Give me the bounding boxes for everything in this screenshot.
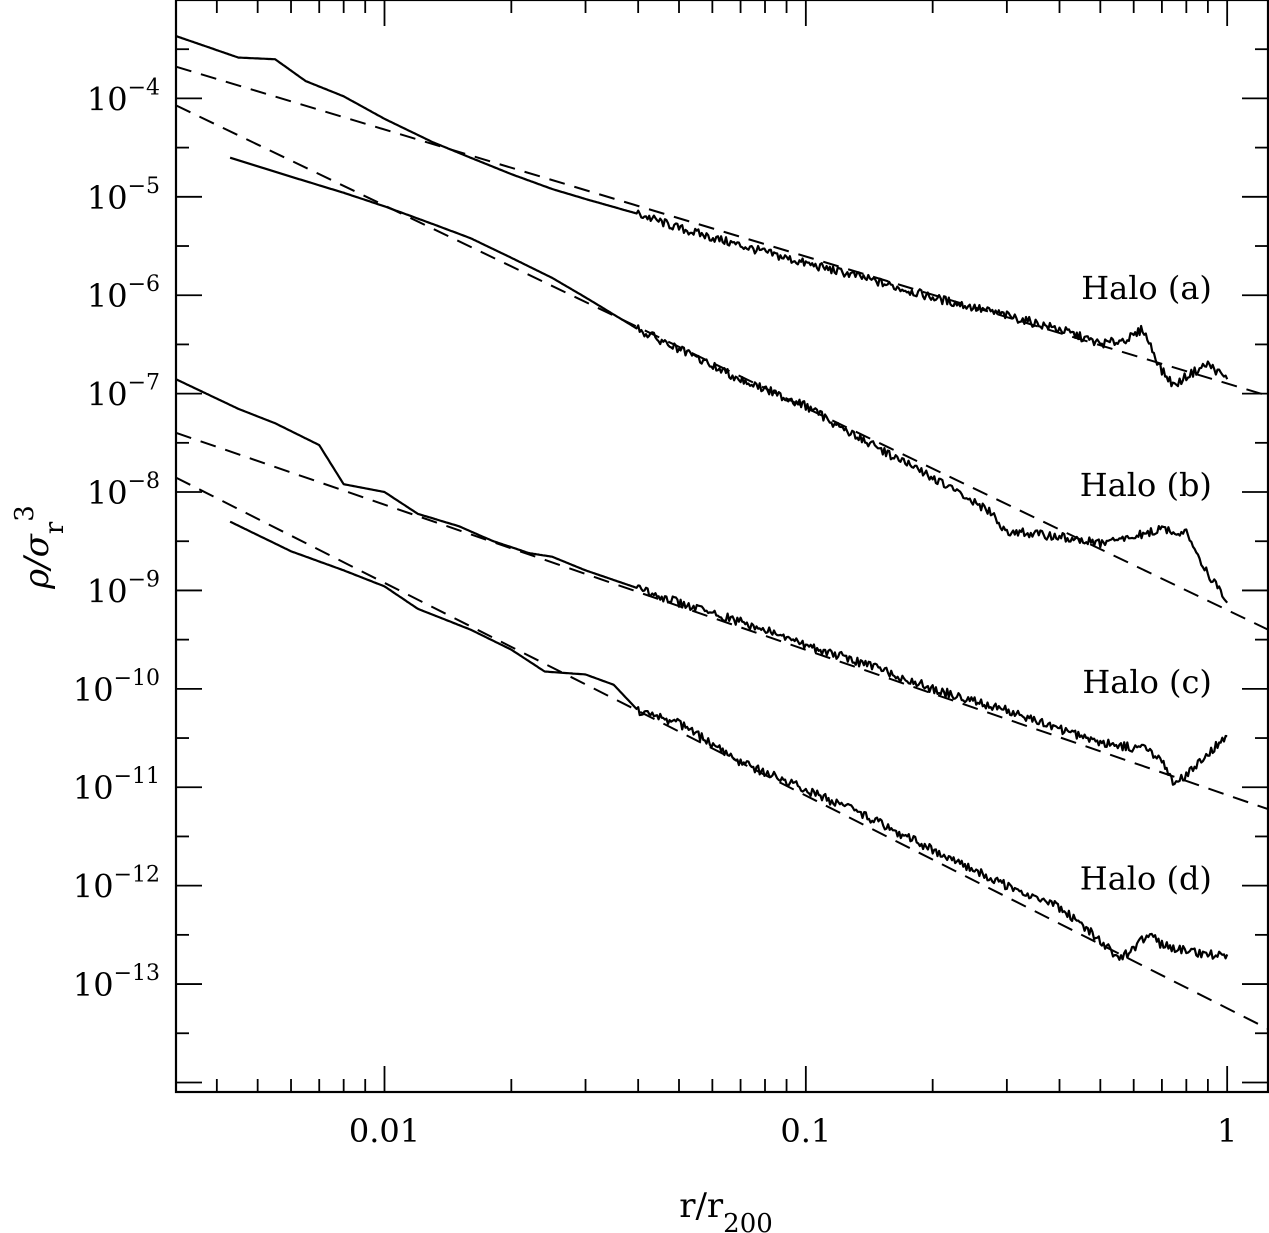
y-tick-label: 10−8: [87, 469, 160, 512]
x-axis-label: r/r200: [679, 1186, 773, 1233]
halo-label: Halo (a): [1081, 269, 1212, 307]
y-tick-label: 10−12: [73, 863, 160, 906]
y-tick-label: 10−7: [87, 371, 160, 414]
model-fit-line: [175, 476, 1269, 1030]
y-tick-label: 10−9: [87, 567, 160, 610]
y-tick-label: 10−13: [73, 961, 160, 1004]
density-profile-line: [175, 35, 1229, 388]
density-profile-line: [175, 378, 1228, 786]
x-tick-label: 1: [1217, 1112, 1237, 1150]
halo-label: Halo (d): [1080, 860, 1212, 898]
model-fit-line: [175, 104, 1269, 631]
y-axis-label: ρ/σr3: [10, 505, 70, 590]
halo-label: Halo (b): [1080, 466, 1212, 504]
y-tick-label: 10−10: [73, 666, 160, 709]
y-tick-label: 10−4: [87, 75, 160, 118]
ticks: [176, 0, 1268, 1092]
x-tick-label: 0.1: [780, 1112, 831, 1150]
model-fit-line: [175, 431, 1269, 811]
y-tick-label: 10−6: [87, 272, 160, 315]
density-profile-line: [229, 156, 1229, 604]
tick-labels: 0.01 0.1 1 10−4 10−5 10−6 10−7 10−8 10−9 10−10 10−…: [73, 75, 1238, 1150]
halo-annotations: Halo (a) Halo (b) Halo (c) Halo (d): [1080, 269, 1212, 897]
x-tick-label: 0.01: [349, 1112, 420, 1150]
svg-text:ρ/σr3: ρ/σr3: [10, 505, 70, 590]
y-tick-label: 10−5: [87, 174, 160, 217]
halo-label: Halo (c): [1082, 663, 1212, 701]
series-layer: [175, 35, 1269, 1030]
density-profile-line: [229, 520, 1229, 961]
y-tick-label: 10−11: [73, 764, 160, 807]
model-fit-line: [175, 65, 1269, 397]
plot-frame: [174, 0, 1269, 1094]
